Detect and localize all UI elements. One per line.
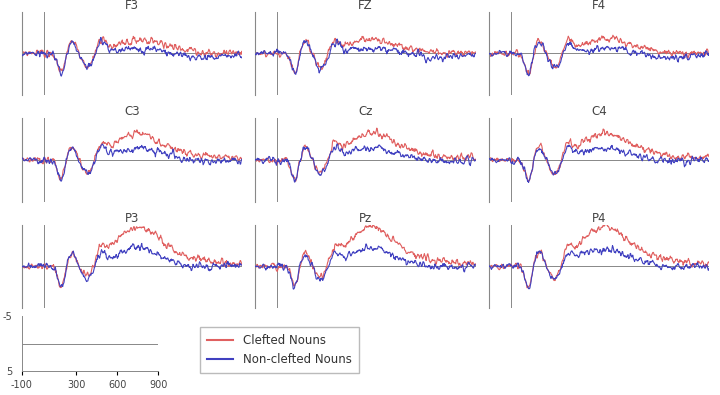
Title: P3: P3 [125, 212, 139, 225]
Title: FZ: FZ [358, 0, 373, 12]
Title: C3: C3 [124, 105, 140, 118]
Title: Cz: Cz [358, 105, 373, 118]
Legend: Clefted Nouns, Non-clefted Nouns: Clefted Nouns, Non-clefted Nouns [200, 327, 359, 373]
Title: F4: F4 [592, 0, 606, 12]
Title: C4: C4 [591, 105, 607, 118]
Title: Pz: Pz [359, 212, 372, 225]
Title: P4: P4 [592, 212, 606, 225]
Title: F3: F3 [125, 0, 139, 12]
